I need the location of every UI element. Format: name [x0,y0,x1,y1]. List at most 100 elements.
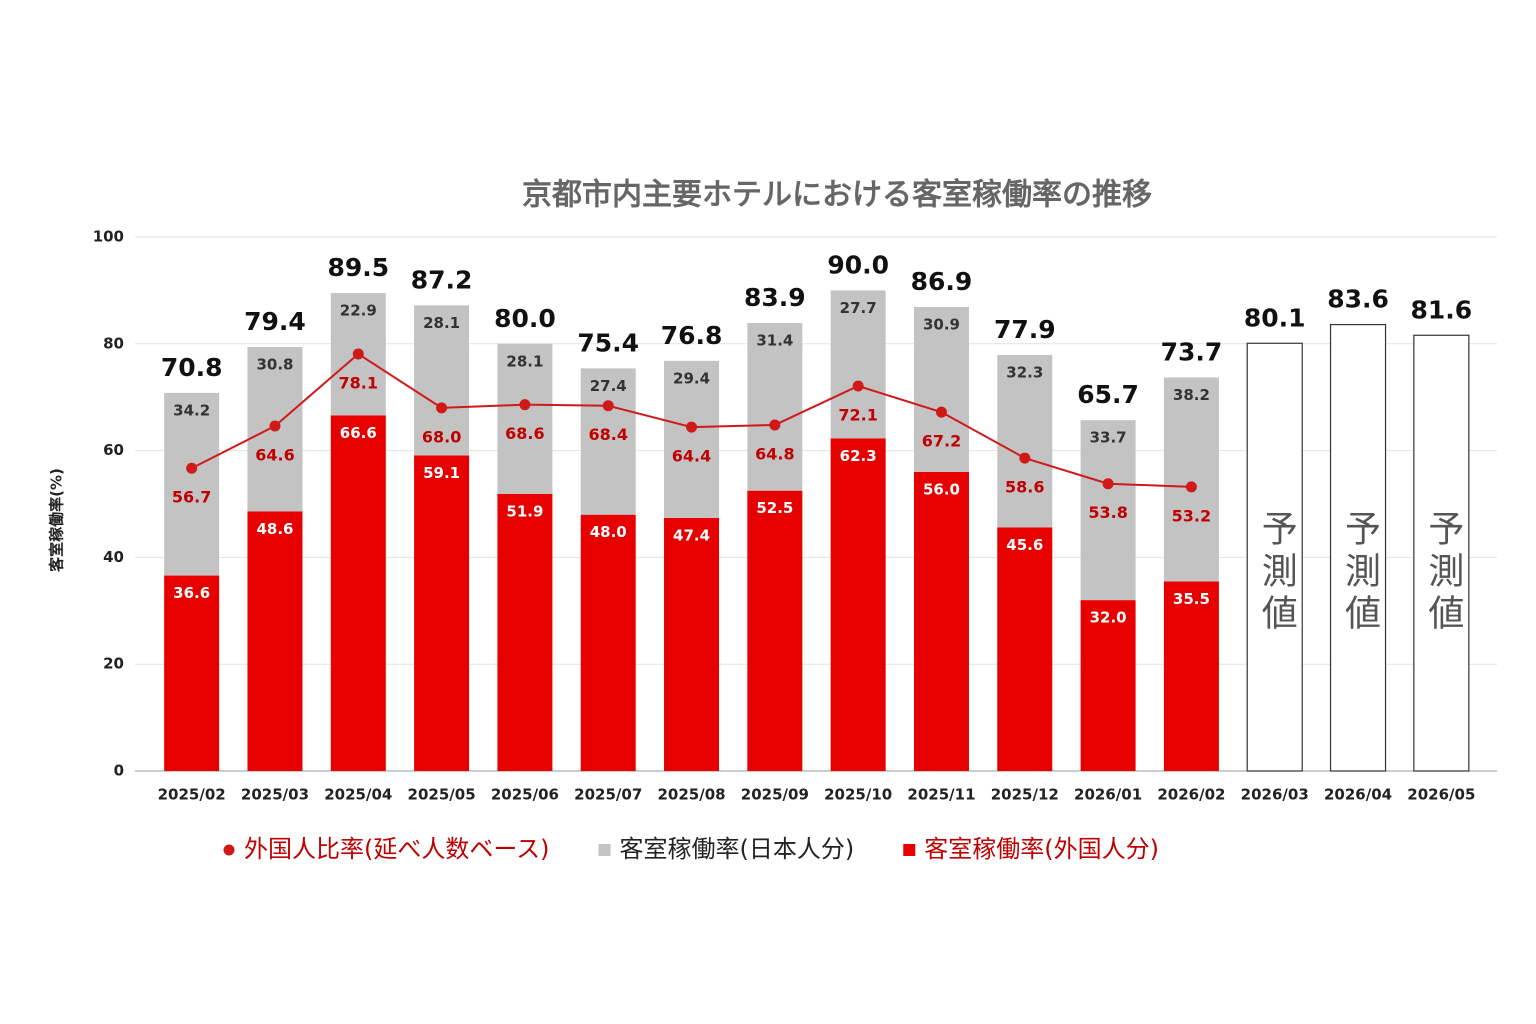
line-point [519,399,531,411]
segment-label: 29.4 [673,369,710,387]
total-label: 90.0 [827,250,889,279]
line-label: 68.4 [588,425,627,444]
legend-label: 客室稼働率(日本人分) [620,835,855,863]
x-tick-label: 2025/07 [574,786,642,804]
x-tick-label: 2026/02 [1157,786,1225,804]
chart-title: 京都市内主要ホテルにおける客室稼働率の推移 [522,178,1152,213]
forecast-bar [1413,334,1470,772]
bar-segment [247,511,303,771]
x-tick-label: 2025/04 [324,786,392,804]
line-point [602,400,614,412]
forecast-label: 予測値 [1256,510,1298,636]
total-label: 86.9 [911,267,973,296]
segment-label: 27.4 [590,377,627,395]
line-point [1185,481,1197,493]
line-label: 64.4 [672,447,711,466]
total-label: 65.7 [1077,380,1139,409]
legend-label: 外国人比率(延べ人数ベース) [244,835,550,863]
line-label: 64.8 [755,444,794,463]
segment-label: 28.1 [423,314,460,332]
total-label: 77.9 [994,315,1056,344]
y-tick-label: 100 [93,228,124,246]
x-tick-label: 2025/12 [991,786,1059,804]
forecast-bar [1329,323,1387,772]
bar-segment [1163,581,1219,771]
line-point [769,419,781,431]
bar-segment [664,360,720,518]
line-label: 56.7 [172,488,211,507]
bar-segment [497,343,553,494]
total-label: 87.2 [411,265,473,294]
line-label: 68.0 [422,427,461,446]
segment-label: 30.8 [256,356,293,374]
bar-segment [580,514,636,771]
forecast-label: 予測値 [1339,510,1381,636]
y-tick-label: 80 [103,334,124,352]
line-label: 78.1 [339,373,378,392]
segment-label: 51.9 [506,502,543,520]
segment-label: 34.2 [173,401,210,419]
legend-marker [223,844,235,856]
segment-label: 48.6 [256,520,293,538]
x-tick-label: 2026/03 [1241,786,1309,804]
segment-label: 32.3 [1006,364,1043,382]
line-label: 58.6 [1005,478,1044,497]
line-point [269,420,281,432]
x-tick-label: 2025/05 [408,786,476,804]
total-label: 83.6 [1327,285,1389,314]
x-tick-label: 2026/04 [1324,786,1392,804]
segment-label: 66.6 [340,424,377,442]
total-label: 73.7 [1161,337,1223,366]
total-label: 80.1 [1244,303,1306,332]
line-label: 53.8 [1088,503,1127,522]
x-tick-label: 2025/08 [657,786,725,804]
bar-segment [1163,377,1219,582]
segment-label: 59.1 [423,464,460,482]
line-label: 68.6 [505,424,544,443]
line-point [436,402,448,414]
x-tick-label: 2025/02 [158,786,226,804]
line-point [186,462,198,474]
bar-segment [664,517,720,771]
segment-label: 33.7 [1090,429,1127,447]
x-tick-label: 2025/10 [824,786,892,804]
x-tick-label: 2025/03 [241,786,309,804]
segment-label: 48.0 [590,523,627,541]
line-label: 72.1 [838,405,877,424]
line-point [935,406,947,418]
legend-marker [598,844,611,856]
line-point [352,348,364,360]
bar-segment [1080,600,1136,771]
segment-label: 22.9 [340,302,377,320]
bar-segment [164,392,220,576]
bar-segment [830,290,886,439]
total-label: 81.6 [1411,295,1473,324]
bar-segment [497,493,553,771]
line-point [1019,452,1031,464]
y-tick-label: 0 [114,762,124,780]
line-label: 53.2 [1172,506,1211,525]
y-axis-label: 客室稼働率(%) [48,468,66,573]
x-tick-label: 2025/11 [907,786,975,804]
legend-marker [903,844,916,856]
line-point [1102,478,1114,490]
bar-segment [414,305,470,456]
bar-segment [747,490,803,771]
segment-label: 47.4 [673,526,710,544]
total-label: 89.5 [327,253,389,282]
segment-label: 62.3 [840,447,877,465]
segment-label: 27.7 [840,299,877,317]
segment-label: 52.5 [756,499,793,517]
bar-segment [913,471,969,771]
bar-segment [997,355,1053,528]
x-tick-label: 2026/05 [1407,786,1475,804]
line-label: 67.2 [922,432,961,451]
total-label: 76.8 [661,321,723,350]
bar-segment [747,322,803,491]
segment-label: 35.5 [1173,590,1210,608]
total-label: 70.8 [161,353,223,382]
segment-label: 38.2 [1173,386,1210,404]
bar-segment [580,368,636,515]
bar-segment [913,306,969,472]
